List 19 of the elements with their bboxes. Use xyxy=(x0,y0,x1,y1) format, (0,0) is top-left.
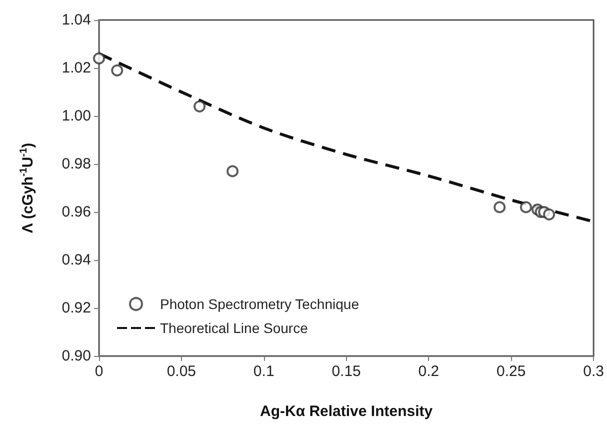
y-tick-label: 0.92 xyxy=(62,300,91,316)
x-tick-label: 0.1 xyxy=(253,363,274,380)
legend-label: Theoretical Line Source xyxy=(160,320,308,336)
y-tick-label: 0.90 xyxy=(62,348,91,364)
y-tick-label: 0.98 xyxy=(62,156,91,172)
y-tick-label: 1.00 xyxy=(62,108,91,124)
x-tick-label: 0.25 xyxy=(496,363,526,380)
x-axis-title: Ag-Kα Relative Intensity xyxy=(260,403,434,420)
y-tick-label: 1.04 xyxy=(62,12,91,28)
x-tick-label: 0.2 xyxy=(418,363,440,380)
y-tick-label: 0.96 xyxy=(62,204,91,220)
y-axis-title: Λ (cGyh-1U-1) xyxy=(18,142,36,234)
y-tick-label: 1.02 xyxy=(62,60,91,76)
x-tick-label: 0 xyxy=(94,363,104,380)
x-tick-label: 0.15 xyxy=(332,363,361,380)
x-tick-label: 0.3 xyxy=(583,363,604,380)
y-tick-label: 0.94 xyxy=(62,252,91,268)
legend-label: Photon Spectrometry Technique xyxy=(160,296,360,312)
x-tick-label: 0.05 xyxy=(166,363,196,380)
